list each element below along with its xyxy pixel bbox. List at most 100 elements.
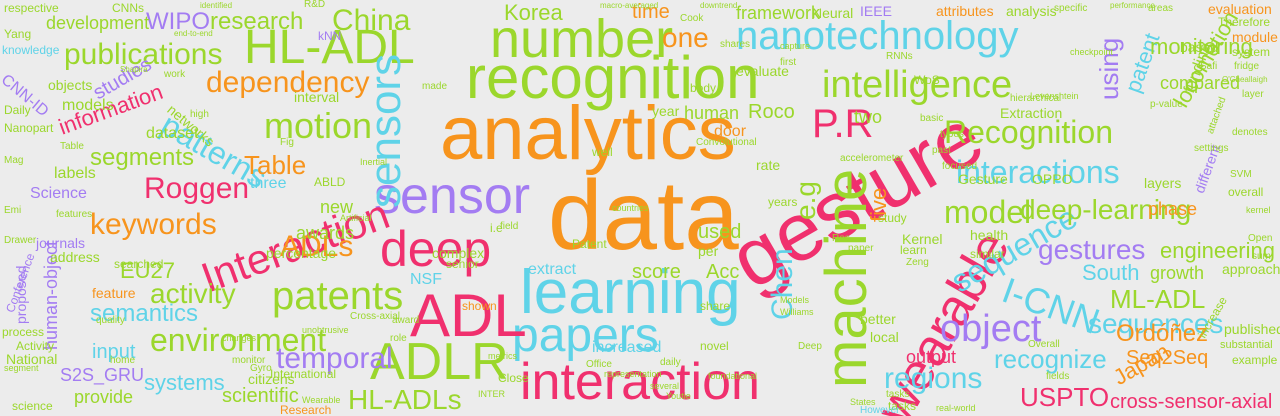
word-output: output (906, 347, 957, 367)
word-gyro: Gyro (250, 363, 272, 374)
word-overall-cap: Overall (1028, 339, 1060, 350)
word-changes: changes (222, 333, 257, 343)
word-countries: countries (612, 203, 649, 213)
word-activity: activity (150, 278, 236, 309)
word-pr: P.R (812, 102, 874, 146)
word-denotes: denotes (1232, 127, 1268, 138)
word-labels: labels (54, 165, 96, 182)
word-well: well (592, 145, 613, 159)
word-extract: extract (528, 261, 577, 278)
word-acc: Acc (706, 261, 740, 283)
word-used: used (698, 221, 742, 243)
word-respective: respective (4, 1, 59, 15)
word-home: home (110, 355, 136, 366)
word-drawer: Drawer (4, 235, 37, 246)
word-gestures: gestures (1038, 234, 1146, 265)
word-models-cap: Models (780, 295, 810, 305)
word-cook: Cook (680, 13, 704, 24)
word-sum: sum (1252, 251, 1271, 262)
word-hl-adl: HL-ADL (244, 21, 415, 74)
word-eu27: EU27 (120, 258, 176, 283)
word-areas: areas (1148, 3, 1174, 14)
word-models: models (62, 97, 114, 114)
word-seq2seq: Seq2Seq (1126, 347, 1209, 369)
word-semantics: semantics (90, 300, 199, 327)
word-ie: i.e (490, 221, 503, 235)
word-performance: performance (1110, 1, 1155, 10)
word-adlr: ADLR (370, 333, 509, 391)
word-macro-averaged: macro-averaged (600, 1, 659, 10)
word-rnns: RNNs (886, 51, 913, 62)
word-paper: paper (848, 243, 874, 254)
word-publications: publications (64, 38, 223, 71)
word-quality: quality (96, 315, 125, 326)
word-deep-learning: deep-learning (1020, 194, 1192, 225)
word-example: example (1232, 353, 1278, 367)
word-framework: framework (736, 3, 821, 23)
word-levenshtein: Levenshtein (1030, 91, 1079, 101)
word-increased: increased (592, 339, 662, 356)
word-monitoring: monitoring (1150, 34, 1253, 59)
word-new: new (320, 197, 354, 217)
word-sensor: sensor (374, 167, 531, 225)
word-abld: ABLD (314, 175, 346, 189)
word-journals: journals (36, 235, 86, 251)
word-dataset: dataset (146, 125, 199, 142)
word-field: field (500, 221, 519, 232)
word-foundational: foundational (708, 371, 758, 381)
word-yang: Yang (4, 27, 32, 41)
word-model: model (944, 194, 1032, 230)
word-tasks: tasks (888, 399, 917, 413)
word-williams: Williams (780, 307, 814, 317)
word-south: South (1082, 260, 1140, 285)
word-years: years (768, 195, 798, 209)
word-states: States (850, 397, 876, 407)
word-deep-cap: Deep (798, 341, 822, 352)
word-roggen: Roggen (144, 172, 250, 205)
word-layer: layer (1242, 89, 1264, 100)
word-number: number (490, 9, 674, 69)
word-activity-cap: Activity (16, 339, 55, 353)
word-science: science (12, 399, 53, 413)
word-nanopart: Nanopart (4, 121, 54, 135)
word-novel: novel (700, 339, 729, 353)
word-recognize: recognize (994, 344, 1107, 374)
word-safi: Safi (1200, 61, 1218, 72)
word-ordonez: Ordóñez (1116, 320, 1209, 347)
word-identified: identified (200, 1, 233, 10)
word-kernel-lc: kernel (1246, 205, 1271, 215)
word-local: local (870, 329, 899, 345)
word-emi: Emi (4, 205, 22, 216)
word-interaction: interaction (520, 353, 760, 411)
word-interactions: interactions (956, 154, 1120, 190)
word-human: human (684, 103, 740, 123)
word-phase: phase (1148, 199, 1198, 219)
word-per: per (698, 243, 719, 259)
word-roco: Roco (748, 101, 795, 123)
word-svm: SVM (1230, 169, 1252, 180)
word-ocheallaigh: O'Cheallaigh (1222, 75, 1268, 84)
word-adl: ADL (410, 282, 527, 349)
word-analytics: analytics (440, 91, 736, 176)
word-better: better (860, 311, 896, 327)
word-ieee: IEEE (860, 3, 892, 19)
word-citizens: citizens (248, 371, 295, 387)
word-uspto: USPTO (1020, 382, 1110, 412)
word-types: types (940, 129, 964, 140)
word-data: data (548, 160, 739, 270)
word-complex: complex (432, 245, 485, 261)
word-mag: Mag (4, 155, 24, 166)
word-published: published (1224, 321, 1280, 337)
word-table: Table (244, 150, 307, 180)
word-percentage: percentage (266, 245, 337, 261)
word-similar: similar (970, 247, 1005, 261)
word-basic: basic (920, 113, 944, 124)
word-research-cap: Research (280, 403, 332, 416)
word-office: Office (586, 359, 612, 370)
word-evaluate: evaluate (736, 63, 789, 79)
word-high: high (190, 109, 209, 120)
word-downtrend: downtrend (700, 1, 738, 10)
word-wipo: WIPO (146, 8, 210, 35)
word-body: body (690, 81, 717, 95)
